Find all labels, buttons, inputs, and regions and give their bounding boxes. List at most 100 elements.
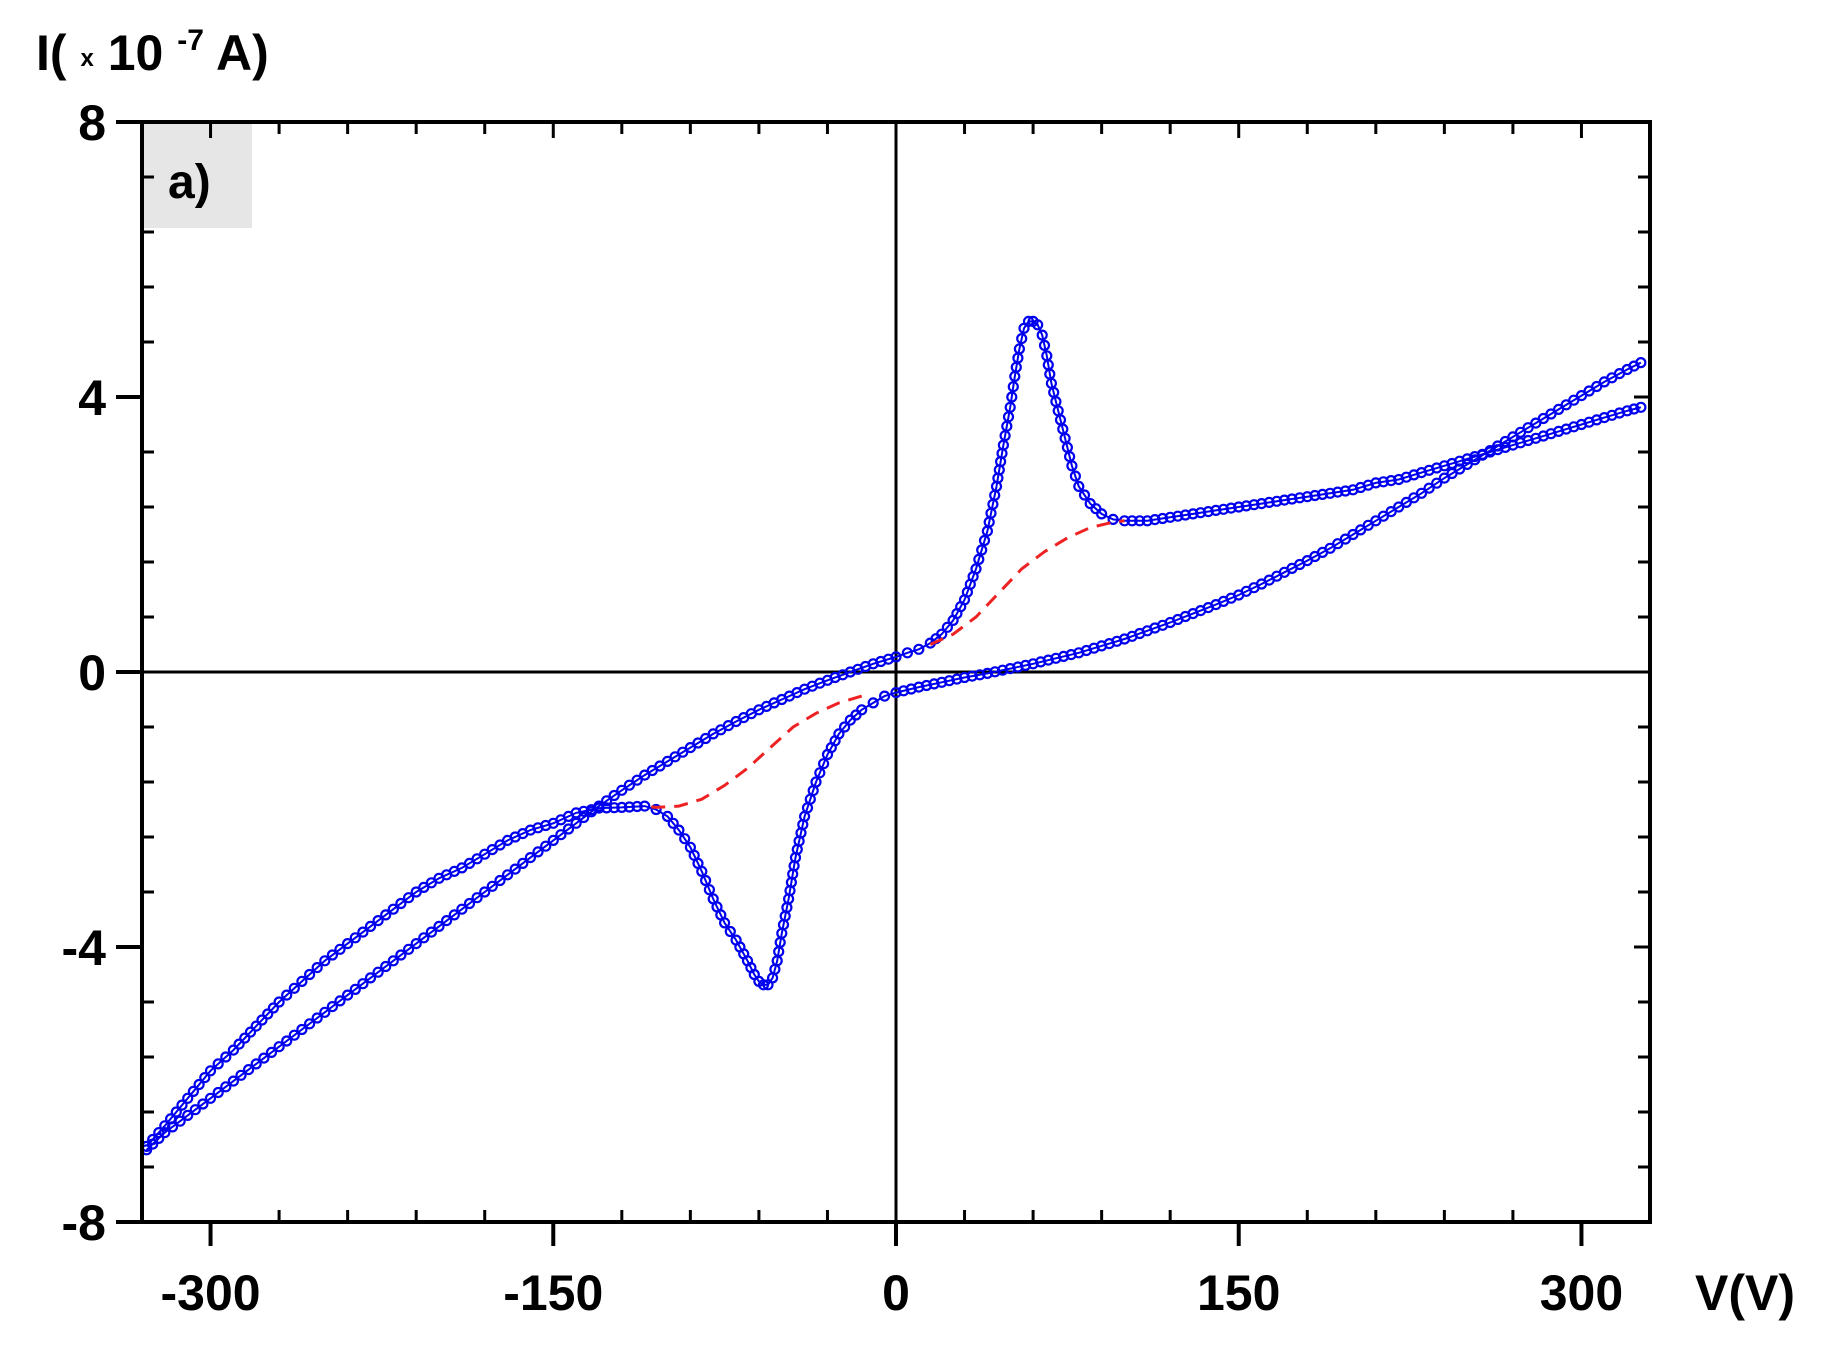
data-point xyxy=(724,925,736,938)
data-point xyxy=(578,811,590,824)
data-point xyxy=(153,1132,165,1145)
series-1 xyxy=(140,315,1647,1156)
data-point xyxy=(502,869,514,881)
data-point xyxy=(387,955,399,967)
y-tick-labels: -8 -4 0 4 8 xyxy=(62,95,107,1251)
panel-label: a) xyxy=(144,124,252,228)
data-point xyxy=(1332,486,1344,498)
data-point xyxy=(673,824,685,836)
data-point xyxy=(608,789,620,802)
data-point xyxy=(220,1081,232,1093)
data-point xyxy=(1271,495,1283,507)
series-line-dashed xyxy=(929,519,1125,646)
data-point xyxy=(593,800,605,812)
data-point xyxy=(814,767,826,779)
data-point xyxy=(182,1092,194,1104)
series-2 xyxy=(929,519,1125,646)
data-point xyxy=(699,874,712,887)
data-point xyxy=(1069,470,1082,482)
data-point xyxy=(479,886,491,898)
data-point xyxy=(243,1063,255,1076)
data-point xyxy=(288,982,300,994)
data-point xyxy=(1018,322,1030,334)
data-point xyxy=(364,972,377,984)
data-point xyxy=(1156,512,1169,525)
data-point xyxy=(1036,329,1048,341)
data-point xyxy=(319,955,331,967)
data-point xyxy=(608,802,620,814)
data-point xyxy=(258,1052,270,1064)
data-point xyxy=(147,1138,159,1150)
data-point xyxy=(562,823,575,835)
data-point xyxy=(1324,487,1336,499)
data-point xyxy=(524,851,537,864)
data-point xyxy=(1233,501,1245,513)
data-point xyxy=(1347,484,1359,496)
data-point xyxy=(1041,350,1053,362)
data-point xyxy=(838,721,851,733)
y-tick-label: -4 xyxy=(62,920,107,976)
data-point xyxy=(281,1035,293,1047)
data-point xyxy=(1385,475,1397,487)
y-tick-label: -8 xyxy=(62,1195,106,1251)
data-point xyxy=(981,525,994,537)
data-point xyxy=(639,769,651,781)
panel-label-text: a) xyxy=(168,156,211,209)
data-point xyxy=(1027,315,1039,327)
data-point xyxy=(1263,496,1275,508)
data-point xyxy=(1568,394,1580,406)
data-point xyxy=(1217,503,1230,515)
data-point xyxy=(1377,476,1390,488)
data-point xyxy=(1286,493,1298,505)
y-axis-title-base: 10 xyxy=(108,25,164,81)
data-point xyxy=(650,803,662,816)
data-point xyxy=(342,989,354,1001)
data-point xyxy=(1248,499,1260,511)
data-point xyxy=(1255,498,1268,510)
data-point xyxy=(1141,515,1153,527)
data-point xyxy=(250,1058,262,1070)
data-point xyxy=(281,989,293,1001)
data-point xyxy=(326,949,338,961)
data-point xyxy=(623,801,636,813)
data-point xyxy=(433,920,445,933)
data-point xyxy=(486,880,498,892)
data-point xyxy=(403,892,415,904)
data-point xyxy=(182,1109,194,1122)
data-point xyxy=(187,1085,199,1098)
data-point xyxy=(966,670,978,682)
data-point xyxy=(199,1071,211,1084)
data-point xyxy=(235,1069,247,1081)
data-point xyxy=(233,1038,245,1050)
tick-marks xyxy=(116,120,1652,1246)
data-point xyxy=(667,817,679,829)
data-point xyxy=(1073,480,1085,492)
y-tick-label: 0 xyxy=(78,645,106,701)
data-point xyxy=(978,534,991,547)
data-point xyxy=(1415,487,1428,499)
data-point xyxy=(1194,507,1207,519)
data-point xyxy=(555,829,567,841)
data-point xyxy=(1038,339,1051,351)
data-point xyxy=(463,897,476,910)
zero-lines xyxy=(142,122,1650,1222)
data-point xyxy=(1134,515,1146,527)
data-point xyxy=(1210,504,1222,516)
data-point xyxy=(380,909,392,921)
data-point xyxy=(1016,333,1028,345)
data-point xyxy=(1628,403,1640,415)
data-point xyxy=(494,874,506,887)
x-tick-label: 300 xyxy=(1540,1265,1623,1321)
data-point xyxy=(334,995,346,1007)
data-point xyxy=(267,1002,279,1014)
data-point xyxy=(471,892,483,904)
data-point xyxy=(901,647,914,659)
data-point xyxy=(342,937,354,950)
data-point xyxy=(833,728,845,740)
data-point xyxy=(1164,511,1176,523)
series-line xyxy=(145,361,1642,1148)
data-point xyxy=(943,675,955,687)
data-point xyxy=(1126,515,1138,527)
data-point xyxy=(631,774,643,786)
